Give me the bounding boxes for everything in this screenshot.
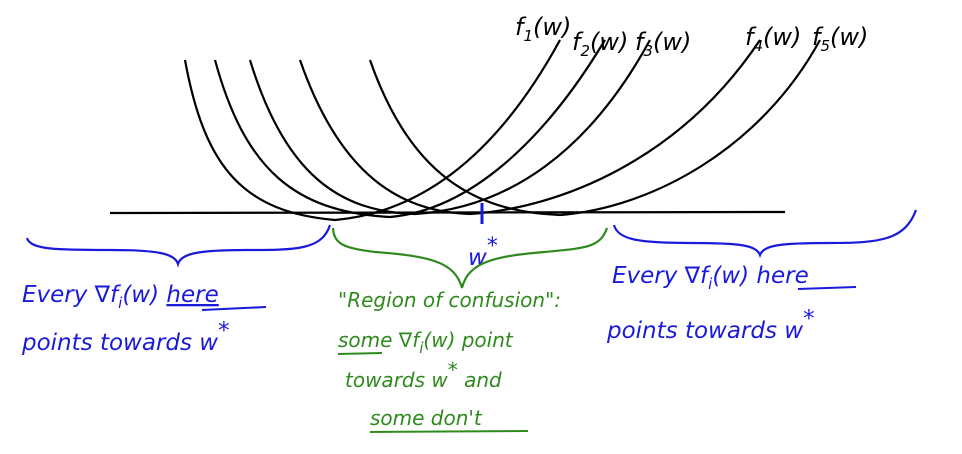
right-region-line2: points towards w* [606,306,815,344]
confusion-line2: some ∇fi(w) point [338,328,514,357]
confusion-line1: "Region of confusion": [338,288,561,312]
curve-label-f2: f2(w) [572,28,628,60]
optimum-label: w* [468,234,498,271]
confusion-region-brace [331,227,609,289]
confusion-line4: some don't [370,406,483,430]
curve-f5 [368,39,821,217]
curve-f3 [248,39,651,216]
right-region-line1: Every ∇fi(w) here [612,263,809,293]
curve-label-f3: f3(w) [635,28,691,60]
curve-f2 [213,39,606,219]
right-here-underline [797,286,857,290]
confusion-line3: towards w* and [345,358,502,392]
some-dont-underline [369,430,529,433]
left-region-line1: Every ∇fi(w) here [22,282,219,312]
left-region-brace [25,224,332,268]
right-region-brace [612,209,918,258]
curve-label-f1: f1(w) [515,13,571,45]
curve-label-f5: f5(w) [812,23,868,55]
left-region-line2: points towards w* [21,318,230,356]
some-underline-1 [337,352,383,355]
left-here-underline [201,306,267,311]
curve-label-f4: f4(w) [745,23,801,55]
curve-f4 [298,39,761,216]
curve-f1 [183,39,561,222]
